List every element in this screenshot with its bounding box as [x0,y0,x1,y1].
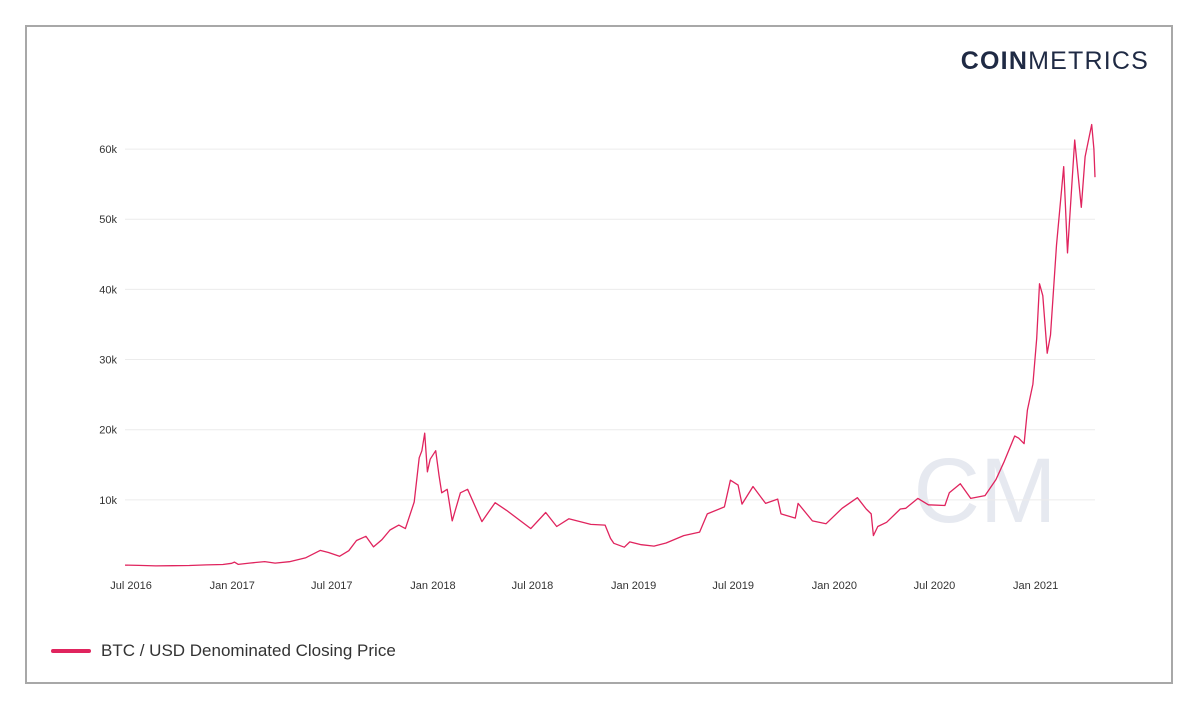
legend-label: BTC / USD Denominated Closing Price [101,641,396,660]
x-tick-label: Jul 2019 [712,580,754,592]
x-tick-label: Jul 2017 [311,580,353,592]
y-tick-label: 50k [99,214,117,226]
x-tick-label: Jan 2017 [210,580,255,592]
y-tick-label: 40k [99,284,117,296]
watermark-logo: CM [913,440,1056,542]
x-axis-tick-labels: Jul 2016 Jan 2017 Jul 2017 Jan 2018 Jul 2018… [110,580,1058,592]
x-tick-label: Jul 2018 [512,580,554,592]
gridlines [125,148,1095,501]
x-tick-label: Jan 2020 [812,580,857,592]
y-tick-label: 20k [99,425,117,437]
y-tick-label: 30k [99,355,117,367]
x-tick-label: Jul 2020 [914,580,956,592]
logo-light: METRICS [1028,47,1149,75]
btc-price-line [124,123,1096,567]
x-tick-label: Jan 2021 [1013,580,1058,592]
x-tick-label: Jan 2018 [410,580,455,592]
legend[interactable]: BTC / USD Denominated Closing Price [51,641,396,661]
chart-frame: COINMETRICS CM 10k 20k 30k 40k 50k 60k Jul 20… [25,25,1173,684]
x-tick-label: Jan 2019 [611,580,656,592]
y-tick-label: 10k [99,495,117,507]
x-tick-label: Jul 2016 [110,580,152,592]
y-axis-tick-labels: 10k 20k 30k 40k 50k 60k [99,144,117,507]
legend-swatch-icon [51,649,91,653]
y-tick-label: 60k [99,144,117,156]
logo-strong: COIN [960,47,1029,75]
coinmetrics-logo: COINMETRICS [961,47,1149,76]
